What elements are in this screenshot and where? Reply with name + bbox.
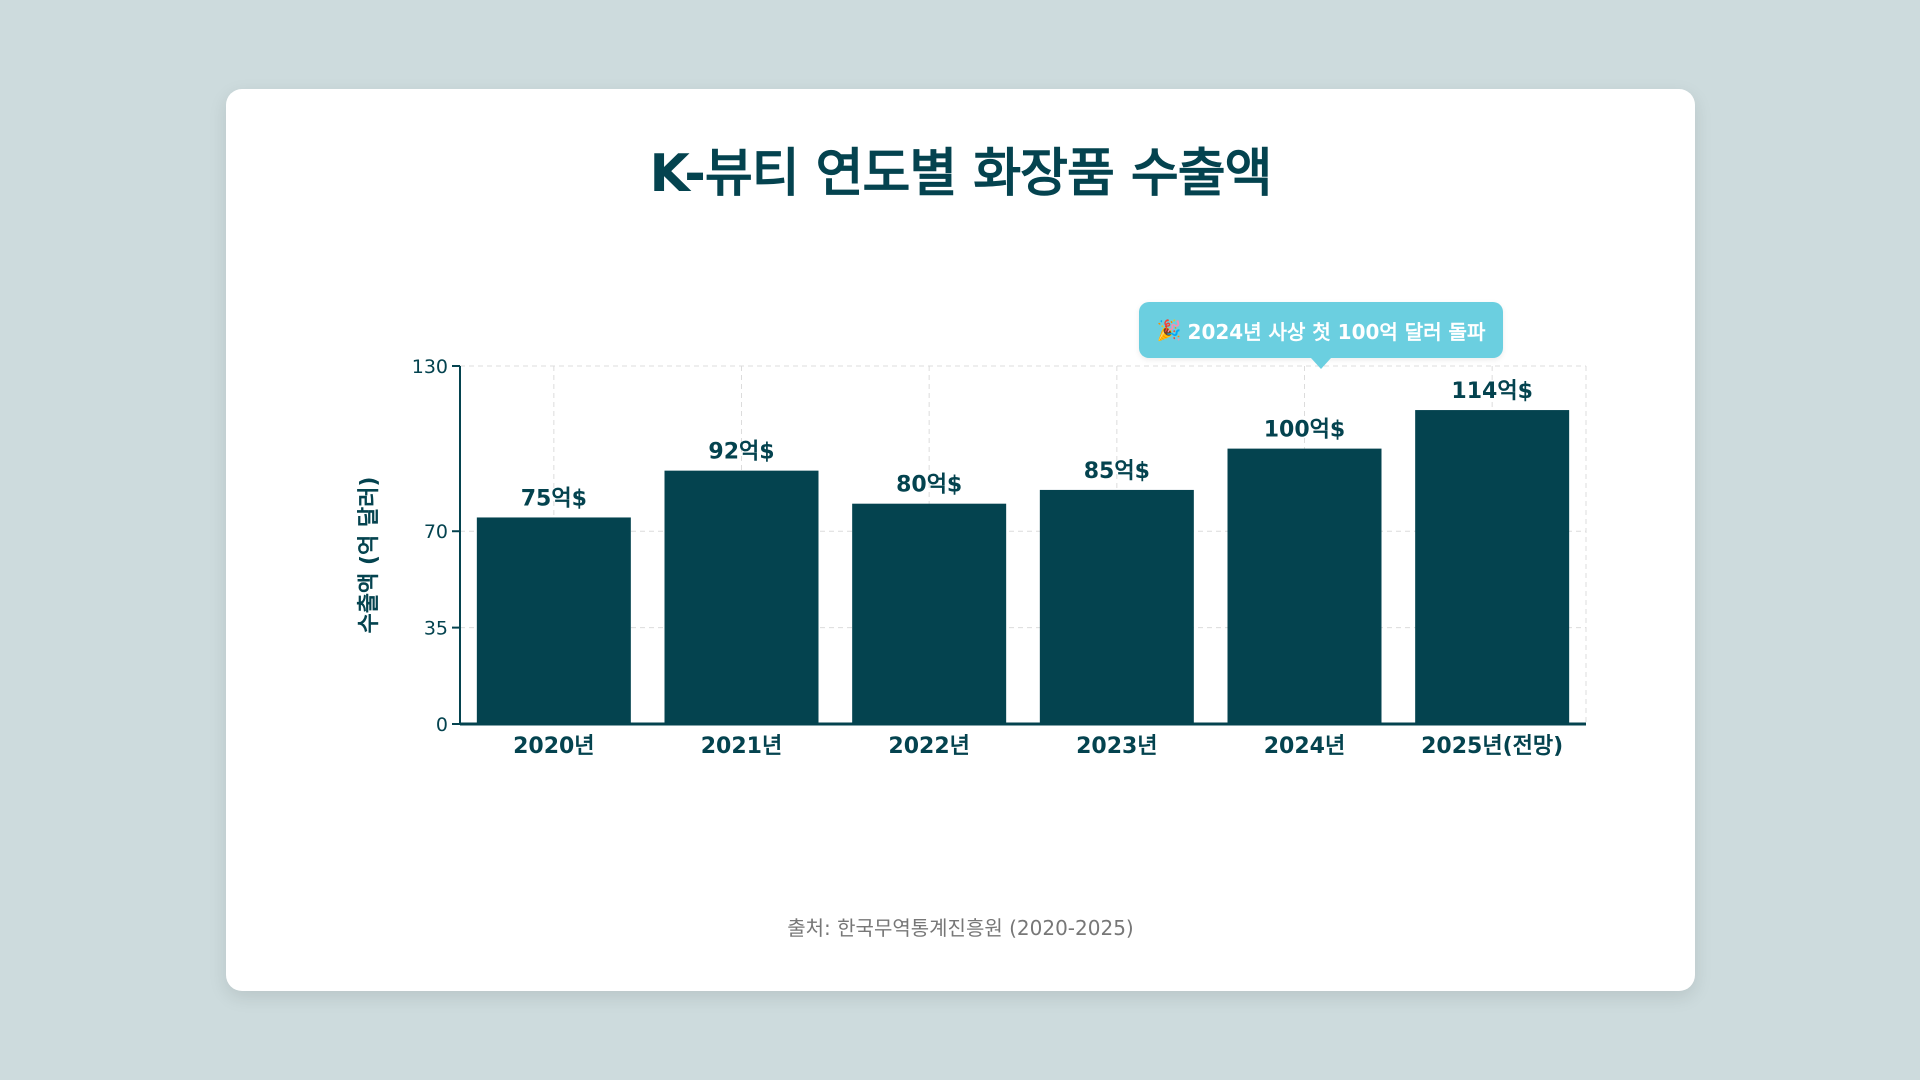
bar [1415, 410, 1570, 724]
x-tick-label: 2024년 [1264, 734, 1345, 759]
y-axis-title: 수출액 (억 달러) [357, 477, 382, 634]
y-tick-label: 70 [424, 521, 448, 543]
bar-value-label: 85억$ [1084, 459, 1150, 484]
x-tick-label: 2023년 [1076, 734, 1157, 759]
bar [664, 470, 819, 724]
annotation-callout: 🎉 2024년 사상 첫 100억 달러 돌파 [1139, 302, 1503, 369]
y-tick-label: 35 [424, 618, 448, 640]
chart-card: K-뷰티 연도별 화장품 수출액 75억$ 2020년 92억$ 2021년 80억$ 2… [226, 89, 1695, 991]
bar-value-label: 100억$ [1264, 418, 1345, 443]
x-tick-label: 2022년 [888, 734, 969, 759]
bar-value-label: 92억$ [708, 440, 774, 465]
bar [476, 517, 631, 724]
bar-value-label: 75억$ [521, 486, 587, 511]
y-tick-label: 130 [412, 356, 448, 378]
bar [852, 503, 1007, 724]
y-tick-label: 0 [436, 714, 448, 736]
x-tick-label: 2021년 [701, 734, 782, 759]
party-popper-icon: 🎉 [1156, 318, 1182, 342]
bar [1227, 448, 1382, 724]
bar-value-label: 114억$ [1451, 379, 1532, 404]
x-tick-label: 2020년 [513, 734, 594, 759]
annotation-text: 2024년 사상 첫 100억 달러 돌파 [1187, 319, 1486, 344]
chart-source: 출처: 한국무역통계진흥원 (2020-2025) [787, 916, 1134, 940]
bar-value-label: 80억$ [896, 473, 962, 498]
chart-title: K-뷰티 연도별 화장품 수출액 [649, 144, 1273, 204]
x-tick-label: 2025년(전망) [1421, 734, 1563, 759]
bar [1039, 489, 1194, 724]
bar-chart: 75억$ 2020년 92억$ 2021년 80억$ 2022년 85억$ 2023년 100억… [357, 356, 1587, 759]
